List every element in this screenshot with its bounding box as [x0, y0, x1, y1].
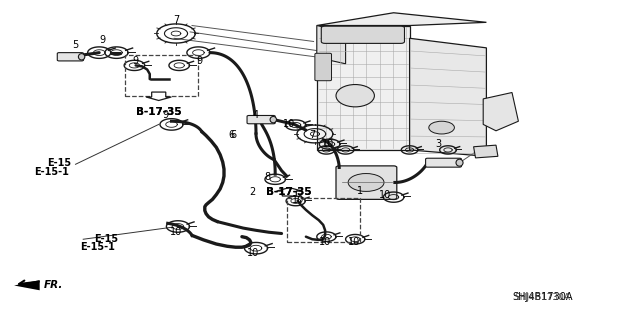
Text: E-15: E-15	[94, 234, 118, 244]
FancyBboxPatch shape	[426, 158, 461, 167]
Circle shape	[429, 121, 454, 134]
Text: FR.: FR.	[44, 280, 63, 290]
Text: 9: 9	[162, 110, 168, 121]
FancyBboxPatch shape	[315, 53, 332, 81]
Circle shape	[348, 174, 384, 191]
Ellipse shape	[270, 116, 276, 123]
Text: 8: 8	[264, 172, 271, 182]
Text: 9: 9	[132, 56, 139, 66]
Text: 10: 10	[348, 237, 360, 248]
Ellipse shape	[456, 159, 463, 166]
Text: E-15: E-15	[47, 158, 72, 168]
Text: SHJ4B1730A: SHJ4B1730A	[513, 292, 573, 302]
Text: 9: 9	[196, 56, 203, 66]
Text: B-17-35: B-17-35	[136, 107, 182, 117]
Text: 5: 5	[72, 40, 79, 50]
Text: 7: 7	[309, 130, 316, 140]
Text: 10: 10	[170, 227, 182, 237]
Text: 10: 10	[321, 139, 334, 149]
Text: E-15-1: E-15-1	[80, 242, 115, 252]
FancyBboxPatch shape	[321, 26, 404, 43]
Text: B-17-35: B-17-35	[266, 187, 312, 197]
Polygon shape	[317, 26, 410, 150]
Bar	[125, 55, 198, 96]
Text: 2: 2	[250, 187, 256, 197]
Polygon shape	[276, 188, 302, 196]
Polygon shape	[14, 280, 40, 290]
Text: 10: 10	[379, 190, 392, 200]
Text: 1: 1	[356, 186, 363, 196]
Text: 10: 10	[319, 237, 332, 247]
Polygon shape	[317, 26, 346, 64]
Polygon shape	[317, 13, 486, 26]
Bar	[287, 198, 360, 242]
Text: 9: 9	[99, 35, 106, 45]
FancyBboxPatch shape	[247, 115, 275, 124]
Text: 6: 6	[230, 130, 237, 140]
FancyBboxPatch shape	[336, 166, 397, 199]
Text: 6: 6	[228, 130, 235, 140]
Text: B-17-35: B-17-35	[136, 107, 182, 117]
Text: SHJ4B1730A: SHJ4B1730A	[515, 293, 571, 302]
Text: 4: 4	[253, 110, 259, 121]
Polygon shape	[146, 92, 172, 100]
FancyBboxPatch shape	[58, 53, 84, 61]
Ellipse shape	[78, 54, 85, 60]
Polygon shape	[483, 93, 518, 131]
Text: 3: 3	[435, 139, 442, 149]
Polygon shape	[410, 38, 486, 156]
Text: 7: 7	[173, 15, 179, 25]
Text: 10: 10	[246, 248, 259, 258]
Text: 10: 10	[291, 195, 304, 205]
Text: E-15-1: E-15-1	[34, 167, 68, 177]
Polygon shape	[474, 145, 498, 158]
Ellipse shape	[336, 85, 374, 107]
Text: 10: 10	[283, 119, 296, 129]
Text: B-17-35: B-17-35	[266, 187, 312, 197]
